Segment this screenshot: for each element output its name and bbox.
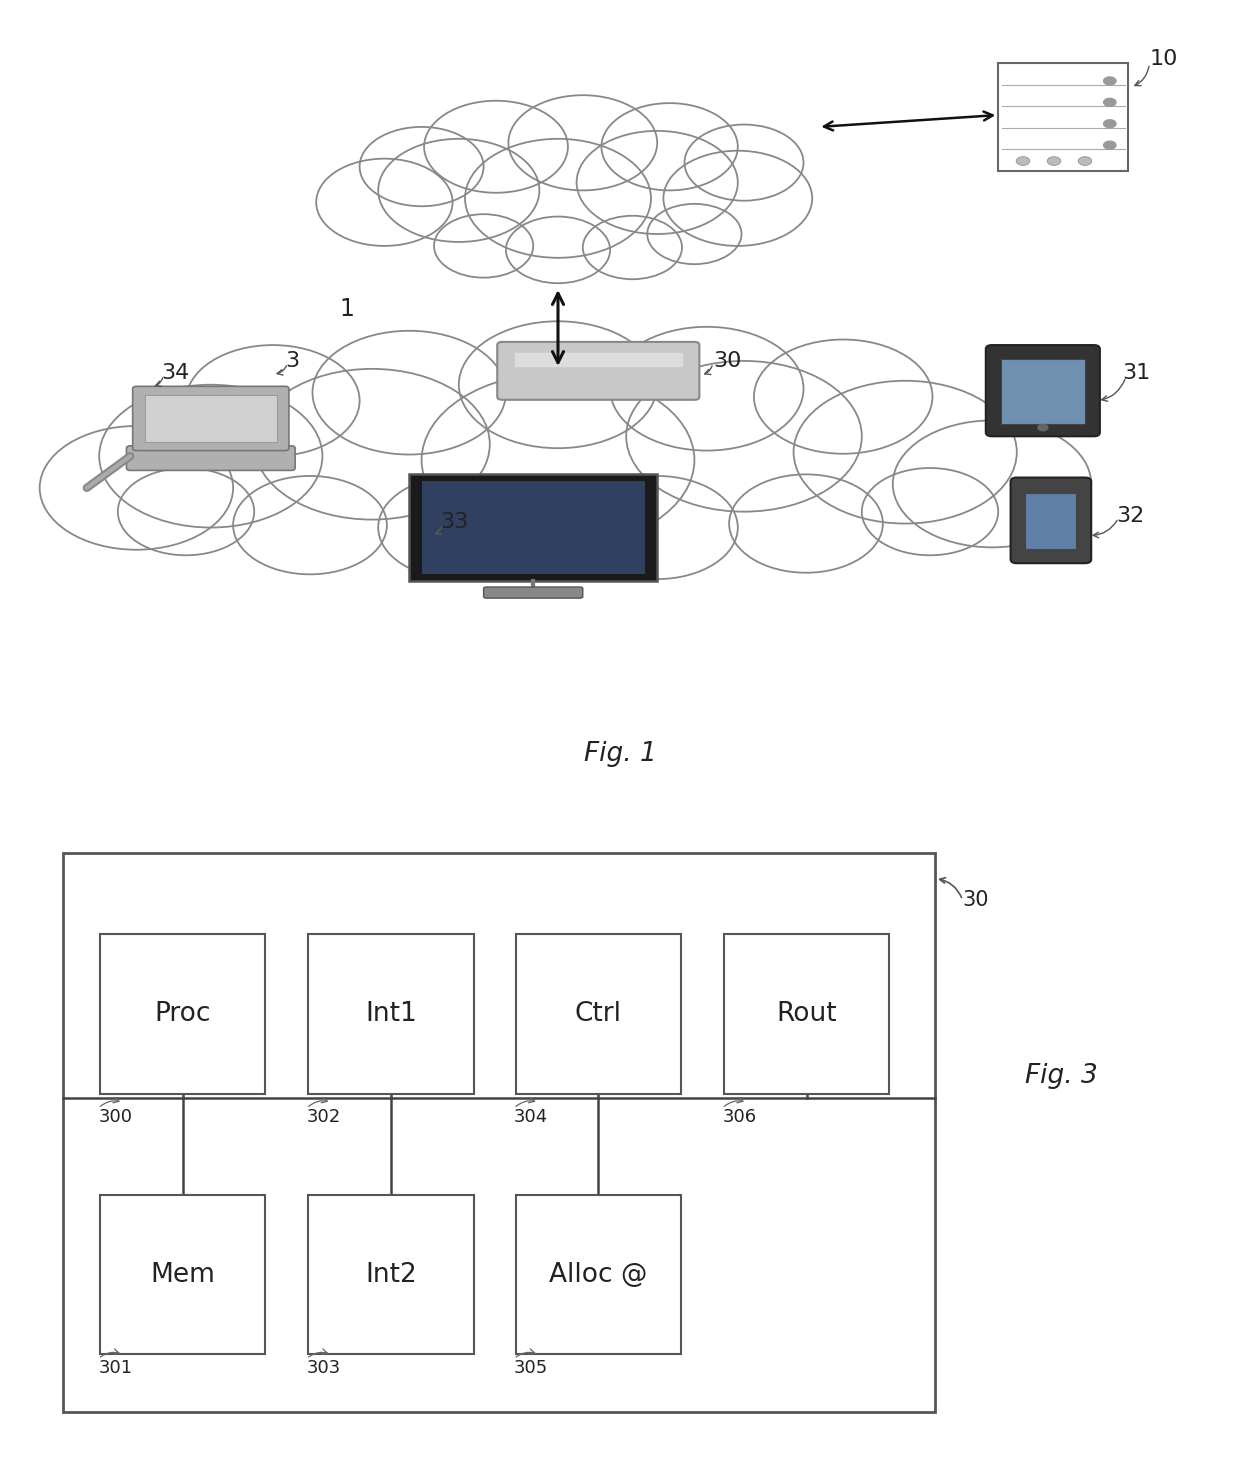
FancyBboxPatch shape	[484, 588, 583, 598]
Text: 1: 1	[340, 297, 355, 322]
Circle shape	[663, 151, 812, 245]
FancyBboxPatch shape	[309, 1196, 474, 1354]
Text: 30: 30	[962, 890, 990, 911]
Text: 301: 301	[98, 1359, 133, 1376]
Circle shape	[577, 476, 738, 579]
Text: Alloc @: Alloc @	[549, 1262, 647, 1288]
Circle shape	[99, 385, 322, 527]
Circle shape	[233, 476, 387, 574]
Text: 3: 3	[285, 351, 299, 372]
FancyBboxPatch shape	[1011, 477, 1091, 563]
Circle shape	[601, 103, 738, 191]
Text: Fig. 3: Fig. 3	[1025, 1062, 1099, 1089]
Circle shape	[424, 101, 568, 192]
Circle shape	[312, 331, 506, 454]
Circle shape	[754, 339, 932, 454]
Circle shape	[1104, 120, 1116, 128]
Circle shape	[1038, 425, 1048, 430]
Circle shape	[459, 322, 657, 448]
Circle shape	[254, 369, 490, 520]
Circle shape	[508, 95, 657, 191]
Text: Int1: Int1	[365, 1000, 417, 1027]
FancyBboxPatch shape	[1025, 494, 1076, 549]
Text: Proc: Proc	[155, 1000, 211, 1027]
Text: 303: 303	[306, 1359, 341, 1376]
Circle shape	[378, 476, 539, 579]
Text: 305: 305	[513, 1359, 548, 1376]
Circle shape	[647, 204, 742, 264]
FancyBboxPatch shape	[133, 386, 289, 451]
Circle shape	[1017, 157, 1029, 166]
FancyBboxPatch shape	[100, 934, 265, 1094]
FancyBboxPatch shape	[986, 345, 1100, 436]
FancyBboxPatch shape	[1001, 358, 1085, 425]
Circle shape	[186, 345, 360, 455]
Circle shape	[729, 474, 883, 573]
Circle shape	[360, 126, 484, 206]
Text: 30: 30	[713, 351, 742, 372]
Circle shape	[794, 380, 1017, 523]
Circle shape	[610, 326, 804, 451]
Text: 306: 306	[722, 1108, 756, 1127]
Circle shape	[378, 140, 539, 242]
Text: 33: 33	[440, 513, 469, 532]
FancyBboxPatch shape	[63, 853, 935, 1412]
Circle shape	[1104, 98, 1116, 106]
Text: 304: 304	[513, 1108, 548, 1127]
FancyBboxPatch shape	[422, 480, 645, 573]
Circle shape	[465, 138, 651, 259]
FancyBboxPatch shape	[516, 934, 681, 1094]
FancyBboxPatch shape	[998, 63, 1128, 170]
Circle shape	[684, 125, 804, 201]
FancyBboxPatch shape	[724, 934, 889, 1094]
FancyBboxPatch shape	[100, 1196, 265, 1354]
Text: Fig. 1: Fig. 1	[584, 740, 656, 767]
Circle shape	[1047, 157, 1060, 166]
Text: 10: 10	[1149, 50, 1178, 69]
Text: Ctrl: Ctrl	[575, 1000, 621, 1027]
Text: 300: 300	[98, 1108, 133, 1127]
Circle shape	[422, 373, 694, 548]
FancyBboxPatch shape	[497, 342, 699, 400]
Circle shape	[1104, 76, 1116, 85]
Text: Mem: Mem	[150, 1262, 215, 1288]
Circle shape	[626, 361, 862, 511]
Circle shape	[1079, 157, 1091, 166]
FancyBboxPatch shape	[516, 1196, 681, 1354]
Text: Rout: Rout	[776, 1000, 837, 1027]
Text: 34: 34	[161, 363, 190, 383]
Circle shape	[1104, 141, 1116, 150]
Text: 32: 32	[1116, 505, 1145, 526]
FancyBboxPatch shape	[126, 445, 295, 470]
Circle shape	[434, 214, 533, 278]
FancyBboxPatch shape	[309, 934, 474, 1094]
Circle shape	[583, 216, 682, 279]
Circle shape	[506, 216, 610, 284]
Circle shape	[118, 469, 254, 555]
FancyBboxPatch shape	[145, 395, 277, 442]
Circle shape	[577, 131, 738, 234]
Text: 302: 302	[306, 1108, 341, 1127]
Circle shape	[862, 469, 998, 555]
Circle shape	[40, 426, 233, 549]
Circle shape	[893, 420, 1091, 548]
Circle shape	[316, 159, 453, 245]
FancyBboxPatch shape	[409, 474, 657, 582]
Text: 31: 31	[1122, 363, 1151, 383]
Text: Int2: Int2	[365, 1262, 417, 1288]
